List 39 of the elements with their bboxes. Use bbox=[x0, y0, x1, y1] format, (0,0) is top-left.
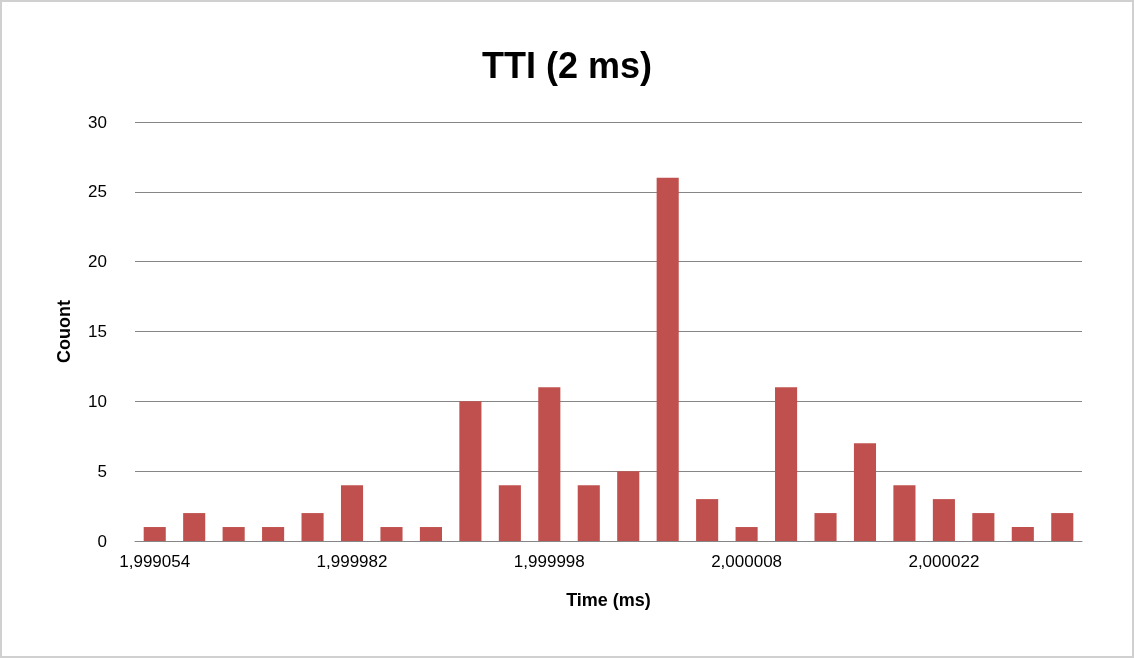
bar bbox=[617, 471, 640, 541]
bar bbox=[893, 485, 916, 541]
bar bbox=[183, 513, 206, 541]
y-axis-title: Couont bbox=[54, 300, 74, 363]
bar bbox=[498, 485, 521, 541]
bar bbox=[814, 513, 837, 541]
bar bbox=[853, 443, 877, 541]
bar bbox=[656, 177, 679, 541]
y-tick-label: 10 bbox=[88, 391, 107, 411]
y-tick-label: 15 bbox=[88, 322, 107, 341]
bar bbox=[459, 401, 482, 541]
bar bbox=[775, 387, 798, 541]
y-tick-label: 25 bbox=[88, 182, 107, 202]
y-tick-label: 20 bbox=[88, 252, 107, 272]
bar bbox=[340, 485, 364, 541]
bar bbox=[932, 499, 955, 541]
bar bbox=[577, 485, 600, 541]
bar bbox=[972, 513, 995, 541]
bar bbox=[1051, 513, 1074, 541]
y-tick-label: 0 bbox=[97, 531, 107, 551]
chart-title: TTI (2 ms) bbox=[481, 44, 653, 86]
bar bbox=[262, 527, 285, 541]
x-tick-label: 2,000022 bbox=[908, 552, 980, 571]
bar bbox=[380, 527, 403, 541]
bar bbox=[735, 527, 758, 541]
x-tick-label: 2,000008 bbox=[711, 552, 783, 571]
y-tick-label: 30 bbox=[88, 112, 107, 132]
bar bbox=[696, 499, 719, 541]
x-axis-title: Time (ms) bbox=[566, 590, 651, 610]
bar bbox=[419, 527, 442, 541]
bar bbox=[143, 527, 166, 541]
x-tick-label: 1,999982 bbox=[316, 552, 388, 571]
bar bbox=[1011, 527, 1034, 541]
bar bbox=[301, 513, 324, 541]
y-tick-label: 5 bbox=[97, 461, 107, 481]
x-tick-label: 1,999054 bbox=[119, 552, 191, 571]
bar bbox=[538, 387, 561, 541]
bar bbox=[222, 527, 245, 541]
x-tick-label: 1,999998 bbox=[513, 552, 585, 571]
